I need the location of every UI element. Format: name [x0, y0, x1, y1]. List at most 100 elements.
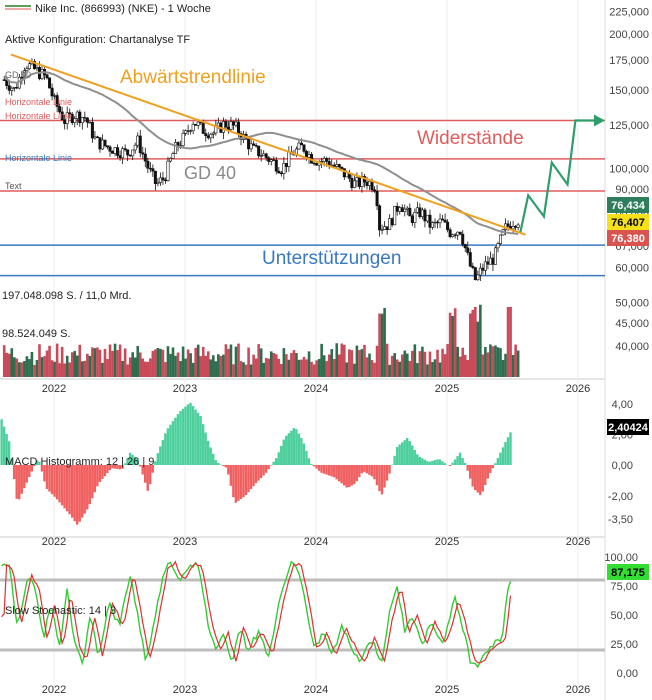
stoch-tick-label: 25,00	[610, 639, 638, 651]
volume-bar	[395, 359, 399, 377]
legend-title: Nike Inc. (866993) (NKE) - 1 Woche	[35, 3, 211, 15]
macd-bar	[474, 465, 477, 491]
value-badge	[607, 214, 649, 230]
macd-bar	[340, 465, 343, 484]
macd-bar	[75, 465, 79, 525]
volume-bar	[146, 361, 150, 377]
macd-bar	[63, 465, 66, 509]
volume-bar	[219, 355, 223, 377]
macd-bar	[310, 464, 313, 465]
macd-bar	[106, 465, 109, 474]
macd-bar	[451, 462, 454, 465]
candle-body	[32, 60, 36, 70]
macd-bar	[15, 465, 18, 499]
candle-body	[476, 274, 480, 280]
candle-body	[373, 189, 377, 192]
candle-body	[259, 155, 263, 157]
volume-bar	[23, 361, 26, 377]
volume-bar	[138, 352, 142, 377]
candle-body	[131, 149, 135, 157]
macd-bar	[320, 465, 323, 473]
volume-bar	[118, 344, 122, 377]
volume-bar	[96, 347, 99, 377]
macd-bar	[242, 465, 245, 498]
candle-body	[284, 163, 288, 167]
volume-bar	[149, 358, 152, 377]
macd-bar	[118, 465, 122, 470]
macd-bar	[481, 465, 484, 492]
volume-bar	[476, 321, 480, 377]
volume-bar	[375, 345, 379, 377]
macd-bar	[10, 459, 13, 465]
macd-bar	[254, 465, 258, 484]
stoch-d-line	[1, 560, 512, 664]
macd-bar	[136, 458, 139, 465]
macd-bar	[295, 429, 298, 465]
candle-body	[267, 157, 271, 162]
volume-bar	[504, 353, 507, 377]
macd-bar	[126, 457, 129, 465]
candle-body	[60, 111, 64, 120]
volume-bar	[179, 360, 182, 377]
volume-bar	[143, 361, 147, 377]
candle-body	[184, 130, 188, 134]
year-tick-label: 2024	[304, 684, 328, 696]
candle-body	[272, 159, 276, 161]
macd-bar	[159, 446, 162, 465]
candle-body	[10, 87, 14, 91]
volume-bar	[451, 315, 454, 377]
volume-bar	[65, 355, 69, 377]
macd-bar	[312, 465, 316, 467]
volume-bar	[86, 353, 89, 377]
candle-body	[201, 121, 205, 134]
volume-bar	[486, 352, 490, 377]
candle-body	[186, 130, 190, 132]
volume-bar	[229, 344, 233, 377]
volume-bar	[184, 358, 187, 377]
macd-bar	[398, 444, 401, 465]
candle-body	[231, 121, 235, 126]
macd-bar	[23, 465, 26, 489]
volume-bar	[259, 348, 263, 377]
volume-bar	[244, 364, 248, 377]
volume-bar	[453, 308, 457, 377]
candle-body	[400, 207, 404, 212]
macd-bar	[287, 433, 290, 465]
candle-body	[483, 261, 487, 271]
macd-bar	[479, 465, 482, 496]
volume-bar	[43, 356, 46, 377]
candle-body	[385, 226, 389, 230]
macd-bar	[305, 450, 308, 465]
macd-bar	[489, 465, 492, 474]
price-axis: 225,000 200,000 175,000 150,000 125,000 100,0…	[609, 6, 649, 353]
candle-body	[461, 233, 465, 245]
macd-bar	[154, 461, 157, 465]
volume-bar	[479, 304, 482, 377]
macd-bar	[83, 465, 86, 514]
macd-bar	[70, 465, 74, 518]
year-tick-label: 2023	[173, 536, 197, 548]
macd-bar	[252, 465, 255, 487]
candle-body	[302, 144, 306, 152]
volume-bar	[489, 344, 492, 377]
macd-bar	[436, 459, 439, 465]
volume-bar	[363, 344, 366, 377]
macd-bar	[315, 465, 318, 469]
macd-bar	[426, 461, 429, 465]
year-tick-label: 2023	[173, 684, 197, 696]
candle-body	[45, 74, 49, 79]
macd-bar	[169, 424, 172, 465]
volume-bar	[421, 346, 424, 377]
candle-body	[189, 130, 193, 132]
year-tick-label: 2024	[304, 383, 328, 395]
candle-body	[410, 215, 414, 223]
volume-bar	[282, 348, 286, 377]
macd-bar	[68, 465, 71, 515]
volume-bar	[317, 359, 321, 377]
downtrend-annotation: Abwärtstrendlinie	[120, 67, 266, 88]
volume-bar	[438, 362, 442, 377]
candle-body	[100, 139, 104, 150]
macd-bar	[395, 447, 399, 465]
hline-label-3: Horizontale Linie	[5, 153, 72, 163]
macd-label: MACD Histogramm: 12 | 26 | 9	[5, 456, 154, 468]
